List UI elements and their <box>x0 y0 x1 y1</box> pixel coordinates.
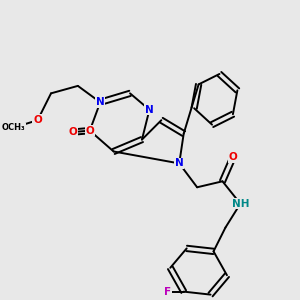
Text: N: N <box>145 105 154 115</box>
Text: F: F <box>164 286 171 297</box>
Text: NH: NH <box>232 199 249 209</box>
Text: O: O <box>229 152 237 163</box>
Text: O: O <box>68 127 77 137</box>
Text: O: O <box>85 126 94 136</box>
Text: N: N <box>96 97 105 107</box>
Text: O: O <box>33 115 42 125</box>
Text: OCH₃: OCH₃ <box>2 123 26 132</box>
Text: N: N <box>175 158 184 168</box>
